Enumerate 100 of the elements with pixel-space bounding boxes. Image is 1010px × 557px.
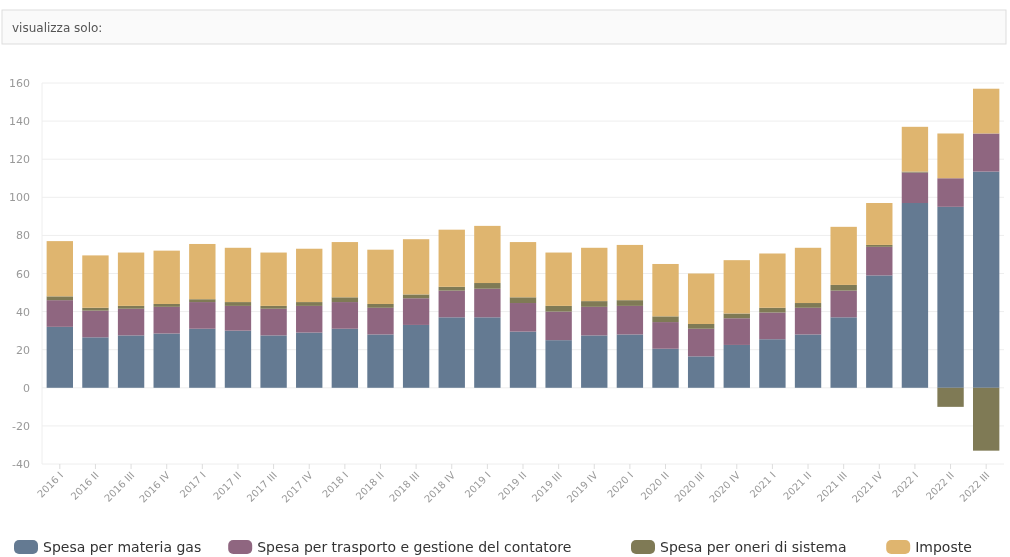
bar — [117, 335, 145, 388]
bar — [224, 305, 252, 331]
y-tick-label: 100 — [9, 191, 30, 205]
y-tick-label: 40 — [16, 305, 30, 319]
bar — [296, 302, 323, 306]
bar — [367, 307, 394, 335]
bar — [438, 290, 465, 318]
bar — [82, 337, 109, 388]
y-tick-label: 20 — [16, 343, 30, 357]
bar — [794, 303, 822, 308]
bar — [687, 356, 715, 388]
bar — [117, 308, 145, 336]
bar — [937, 178, 964, 207]
bar — [474, 225, 501, 284]
bar — [189, 243, 216, 300]
filter-field: visualizza solo: — [1, 9, 1007, 45]
bar — [830, 290, 857, 318]
bar — [331, 297, 359, 303]
bar — [652, 316, 679, 323]
legend-label: Spesa per materia gas — [43, 539, 202, 555]
bar — [509, 331, 537, 388]
bar — [474, 283, 501, 289]
bar — [687, 328, 715, 357]
bar — [82, 307, 109, 311]
bar — [509, 297, 537, 304]
bar — [153, 306, 180, 334]
bar — [616, 244, 644, 301]
bar — [117, 305, 145, 309]
bar — [296, 248, 323, 303]
bar — [616, 305, 644, 335]
bar — [438, 286, 465, 291]
y-tick-label: 160 — [9, 77, 30, 90]
bar — [901, 126, 929, 172]
bar — [794, 247, 822, 304]
bar — [189, 299, 216, 303]
bar — [581, 247, 608, 302]
bar — [117, 252, 145, 306]
bar — [545, 340, 572, 388]
bar — [402, 298, 430, 325]
bar — [581, 335, 608, 388]
y-tick-label: 120 — [9, 153, 30, 167]
bar — [759, 312, 786, 340]
bar — [367, 334, 394, 388]
bar — [82, 310, 109, 338]
bar — [830, 317, 857, 388]
bar — [331, 242, 359, 298]
bar — [46, 300, 73, 327]
bar — [260, 305, 287, 309]
bar — [652, 348, 679, 388]
bar — [509, 303, 537, 332]
bar — [331, 328, 359, 388]
bar — [46, 241, 73, 297]
bar — [153, 303, 180, 307]
bar — [581, 306, 608, 336]
bar — [224, 302, 252, 306]
bar — [973, 133, 1000, 172]
bar — [794, 334, 822, 388]
bar — [189, 328, 216, 388]
bar — [901, 172, 929, 204]
bar — [402, 324, 430, 388]
y-tick-label: 80 — [16, 229, 30, 243]
bar — [866, 246, 893, 276]
bar — [830, 226, 857, 285]
bar — [402, 239, 430, 295]
bar — [759, 307, 786, 313]
bar — [652, 263, 679, 317]
bar — [723, 344, 750, 388]
bar — [260, 252, 287, 306]
bar — [830, 284, 857, 291]
bar — [46, 326, 73, 388]
bar — [545, 311, 572, 341]
bar — [652, 322, 679, 349]
bar — [759, 339, 786, 388]
y-tick-label: -20 — [12, 419, 30, 433]
bar — [438, 229, 465, 287]
bar — [331, 302, 359, 329]
bar — [260, 308, 287, 336]
y-tick-label: 0 — [23, 381, 30, 395]
bar — [224, 247, 252, 303]
bar — [189, 302, 216, 329]
bar — [438, 317, 465, 388]
bar — [759, 253, 786, 308]
bar — [616, 334, 644, 388]
bar — [509, 242, 537, 298]
bar — [260, 335, 287, 388]
legend-label: Imposte — [915, 539, 972, 555]
bar — [937, 206, 964, 388]
bar — [687, 273, 715, 324]
bar — [616, 300, 644, 306]
bar — [723, 260, 750, 314]
bar — [545, 305, 572, 312]
bar — [545, 252, 572, 306]
bar — [866, 275, 893, 388]
y-tick-label: 60 — [16, 267, 30, 281]
bar — [474, 317, 501, 388]
bar — [866, 203, 893, 245]
bar — [296, 305, 323, 333]
y-tick-label: 140 — [9, 115, 30, 129]
legend-label: Spesa per oneri di sistema — [660, 539, 847, 555]
bar — [581, 301, 608, 307]
